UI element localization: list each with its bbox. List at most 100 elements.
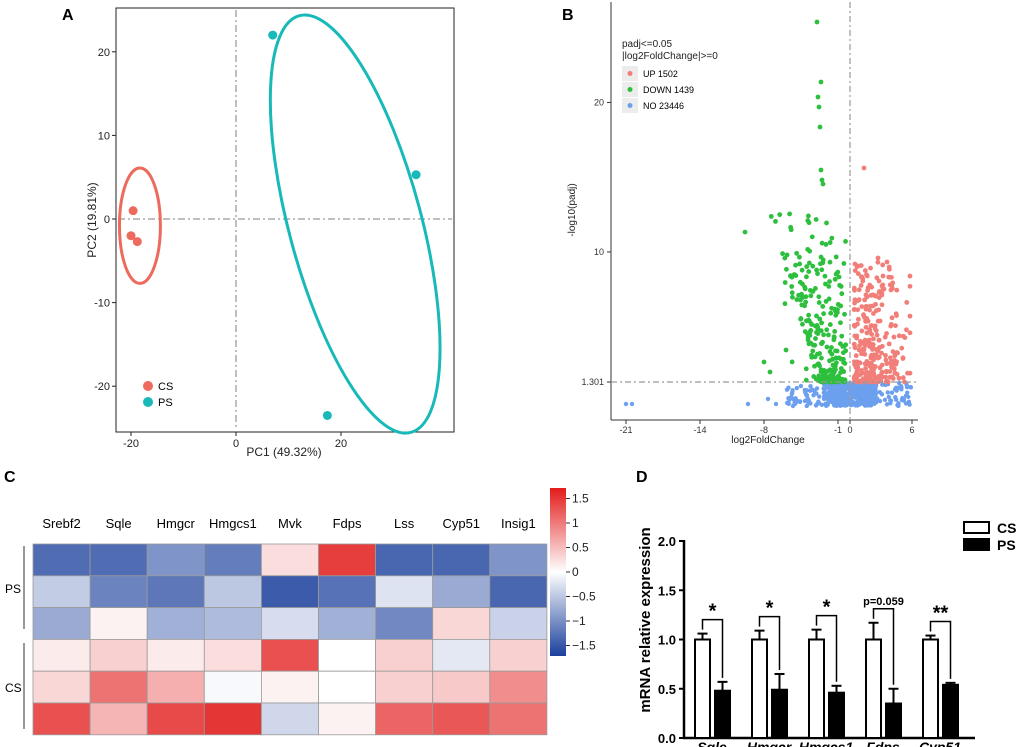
point-down-regulated (818, 261, 823, 267)
point-up-regulated (852, 297, 858, 303)
heatmap-cell (32, 575, 91, 608)
bar-ps-cyp51 (942, 683, 959, 739)
point-up-regulated (884, 331, 889, 336)
point-not-significant (895, 402, 900, 408)
point-down-regulated (813, 217, 819, 222)
point-up-regulated (874, 332, 880, 338)
point-down-regulated (819, 320, 824, 326)
point-not-significant (872, 391, 877, 397)
point-not-significant (864, 401, 869, 406)
point-not-significant (845, 391, 851, 397)
point-down-regulated (742, 229, 748, 235)
point-up-regulated (879, 362, 885, 368)
point-up-regulated (879, 350, 884, 356)
y-tick-label: 1.0 (658, 633, 676, 648)
point-down-regulated (808, 321, 814, 327)
point-down-regulated (835, 302, 841, 307)
point-down-regulated (819, 177, 825, 183)
point-down-regulated (797, 254, 802, 260)
heatmap-cell (260, 702, 319, 736)
point-up-regulated (889, 374, 895, 380)
point-up-regulated (860, 276, 866, 282)
point-down-regulated (813, 376, 819, 382)
point-down-regulated (808, 293, 814, 299)
group-label-cs: CS (5, 681, 22, 695)
legend-down-label: DOWN 1439 (643, 85, 694, 95)
point-down-regulated (824, 327, 830, 333)
point-down-regulated (829, 374, 834, 380)
point-down-regulated (803, 294, 809, 300)
point-up-regulated (862, 337, 868, 343)
confidence-ellipse-ps (268, 13, 442, 435)
point-down-regulated (824, 220, 829, 226)
point-up-regulated (852, 344, 858, 350)
point-down-regulated (828, 310, 834, 316)
point-down-regulated (839, 333, 845, 339)
point-down-regulated (806, 317, 812, 323)
point-not-significant (821, 386, 826, 391)
x-tick-label: -8 (760, 425, 768, 435)
point-up-regulated (900, 375, 906, 381)
point-up-regulated (861, 312, 866, 318)
point-down-regulated (818, 167, 824, 173)
legend-ps-marker (143, 397, 153, 407)
point-down-regulated (829, 305, 835, 311)
point-not-significant (866, 387, 871, 392)
point-not-significant (852, 395, 858, 400)
point-down-regulated (782, 301, 788, 307)
heatmap-cell (489, 670, 548, 704)
point-not-significant (827, 393, 833, 399)
point-down-regulated (827, 240, 833, 245)
heatmap-column-label: Sqle (106, 516, 132, 531)
point-down-regulated (787, 211, 793, 217)
heatmap-cell (432, 575, 491, 608)
point-not-significant (885, 390, 890, 395)
panel-d-legend: CS PS (963, 520, 1016, 553)
heatmap-cell (146, 543, 205, 577)
point-up-regulated (852, 268, 858, 273)
point-up-regulated (867, 344, 873, 350)
panel-d-label: D (636, 469, 648, 486)
point-down-regulated (825, 368, 831, 374)
point-down-regulated (827, 358, 832, 364)
point-down-regulated (827, 259, 833, 265)
point-up-regulated (854, 368, 860, 374)
point-down-regulated (827, 322, 833, 327)
point-up-regulated (891, 366, 897, 372)
panel-a-plot-border (115, 7, 455, 433)
point-down-regulated (818, 79, 824, 85)
point-up-regulated (886, 264, 892, 270)
point-up-regulated (879, 291, 885, 296)
point-up-regulated (870, 378, 876, 384)
point-up-regulated (867, 282, 873, 288)
heatmap-cell (260, 607, 319, 640)
point-up-regulated (880, 262, 886, 268)
panel-b-y-axis-label: -log10(padj) (567, 183, 578, 236)
point-up-regulated (859, 328, 865, 334)
point-down-regulated (815, 94, 821, 100)
point-down-regulated (832, 329, 838, 334)
point-up-regulated (855, 307, 861, 313)
point-up-regulated (871, 370, 877, 376)
point-up-regulated (887, 355, 893, 361)
point-down-regulated (820, 303, 826, 309)
point-down-regulated (827, 349, 833, 354)
heatmap-cell (203, 575, 262, 608)
point-down-regulated (834, 310, 840, 315)
panel-b-y-ticks: 20 10 1.301 (581, 97, 611, 387)
heatmap-cell (32, 543, 91, 577)
point-down-regulated (761, 359, 767, 365)
legend-up-label: UP 1502 (643, 69, 678, 79)
heatmap-cell (489, 702, 548, 736)
point-not-significant (827, 386, 832, 391)
point-not-significant (828, 399, 833, 404)
point-down-regulated (773, 218, 778, 224)
point-down-regulated (832, 363, 837, 369)
point-not-significant (844, 401, 850, 406)
point-not-significant (842, 388, 847, 393)
point-down-regulated (837, 282, 843, 288)
point-not-significant (836, 387, 842, 392)
point-down-regulated (820, 181, 826, 187)
point-up-regulated (907, 313, 913, 319)
